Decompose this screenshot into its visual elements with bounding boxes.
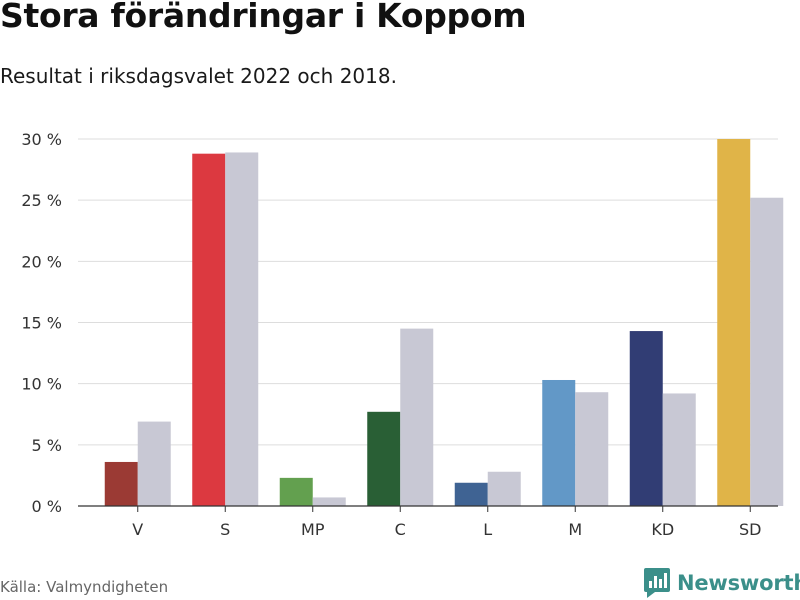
x-tick-label: L [483, 520, 492, 539]
x-tick-label: KD [651, 520, 674, 539]
brand-logo: Newsworthy [644, 566, 800, 600]
bar-2018-m [575, 392, 609, 506]
x-tick-label: S [220, 520, 230, 539]
bar-2022-s [192, 153, 226, 506]
bar-2018-s [225, 152, 259, 506]
brand-name: Newsworthy [677, 571, 800, 595]
y-tick-label: 25 % [21, 191, 62, 210]
bar-2022-l [454, 482, 488, 506]
bar-2022-kd [629, 331, 663, 506]
y-tick-label: 5 % [32, 436, 62, 455]
bar-2022-mp [279, 477, 313, 506]
x-tick-label: MP [301, 520, 325, 539]
source-note: Källa: Valmyndigheten [0, 578, 169, 596]
bar-chart: 0 % 5 % 10 % 15 % 20 % 25 % 30 % V S MP C L M KD SD [21, 130, 784, 539]
bar-2018-c [400, 328, 434, 506]
y-tick-label: 15 % [21, 314, 62, 333]
x-tick-label: V [132, 520, 143, 539]
bar-2022-v [104, 461, 138, 506]
bar-2018-kd [662, 393, 696, 506]
bar-2022-c [367, 411, 401, 506]
y-tick-label: 20 % [21, 252, 62, 271]
bar-2018-l [487, 471, 521, 506]
y-tick-label: 0 % [32, 497, 62, 516]
bar-2018-v [137, 421, 171, 506]
bar-2022-m [542, 379, 576, 506]
y-tick-label: 30 % [21, 130, 62, 149]
x-tick-label: C [395, 520, 406, 539]
chart-subtitle: Resultat i riksdagsvalet 2022 och 2018. [0, 64, 397, 88]
x-tick-label: M [568, 520, 582, 539]
chart-title: Stora förändringar i Koppom [0, 0, 527, 35]
bar-2018-sd [750, 197, 784, 506]
newsworthy-icon [644, 568, 670, 598]
bar-2018-mp [312, 497, 346, 506]
y-tick-label: 10 % [21, 375, 62, 394]
x-tick-label: SD [739, 520, 761, 539]
bar-2022-sd [717, 139, 751, 506]
